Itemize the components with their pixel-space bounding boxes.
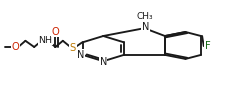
Text: N: N	[100, 57, 107, 67]
Text: F: F	[205, 41, 210, 51]
Text: O: O	[12, 42, 20, 52]
Text: CH₃: CH₃	[136, 12, 153, 21]
Text: N: N	[142, 22, 149, 32]
Text: O: O	[52, 27, 59, 37]
Text: S: S	[70, 43, 76, 53]
Text: NH: NH	[38, 36, 52, 45]
Text: N: N	[77, 50, 85, 60]
